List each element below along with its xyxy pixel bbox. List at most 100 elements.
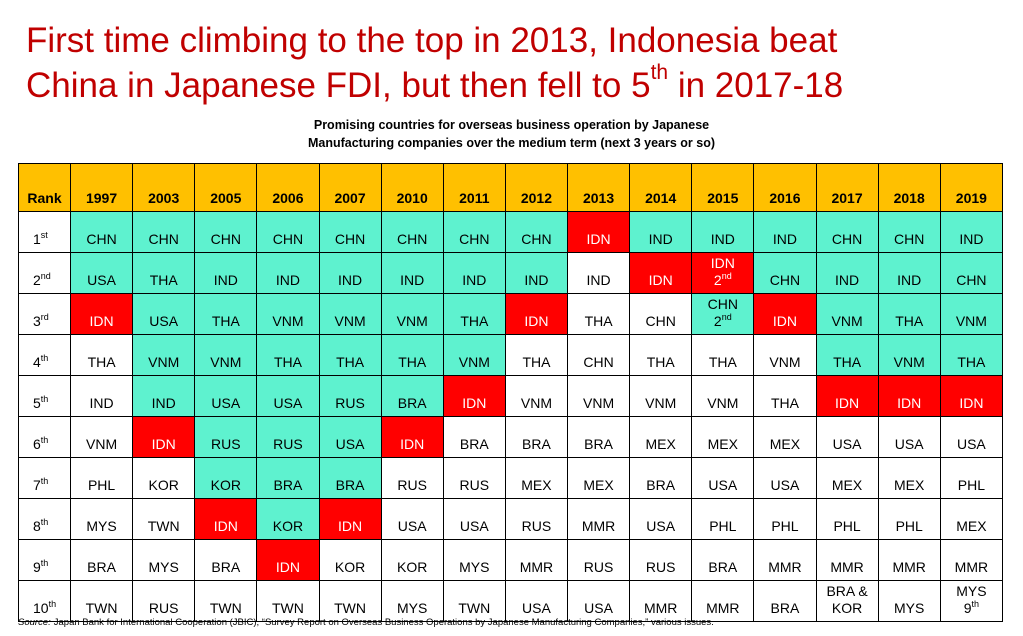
cell: IND xyxy=(69,375,134,417)
table-row: 2nd USA THA IND IND IND IND IND IND IND IDN IDN 2nd C… xyxy=(18,252,1004,294)
cell-note: 2 xyxy=(713,313,722,329)
cell: IDN xyxy=(69,293,134,335)
rank-cell: 10th xyxy=(18,580,71,622)
cell: IND xyxy=(504,252,569,294)
cell-text: MMR xyxy=(643,600,678,616)
cell-text: IDN xyxy=(897,395,922,411)
cell-text: VNM xyxy=(334,313,366,329)
cell: TWN xyxy=(132,498,196,540)
cell: CHN 2nd xyxy=(691,293,755,335)
cell: MMR xyxy=(753,539,817,581)
cell-text: PHL xyxy=(895,518,923,534)
cell: IDN xyxy=(442,375,506,417)
rank-suffix: st xyxy=(40,230,48,240)
cell-text: BRA xyxy=(335,477,365,493)
cell-text: BRA xyxy=(522,436,551,452)
cell-text: USA xyxy=(397,518,427,534)
cell-text: BRA xyxy=(708,559,738,575)
cell-text: MMR xyxy=(892,559,926,575)
rank-suffix: th xyxy=(40,394,49,404)
table-row: 6th VNM IDN RUS RUS USA IDN BRA BRA BRA MEX MEX MEX U… xyxy=(18,416,1004,458)
cell-text: IND xyxy=(275,272,300,288)
cell: PHL xyxy=(691,498,755,540)
title-text: China in Japanese FDI, but then fell to … xyxy=(26,66,651,105)
cell-text: THA xyxy=(646,354,675,370)
cell-text: MEX xyxy=(521,477,552,493)
cell-text: VNM xyxy=(86,436,118,452)
rank-number: 9 xyxy=(33,559,41,575)
cell: KOR xyxy=(380,539,444,581)
cell: USA xyxy=(566,580,631,622)
rank-suffix: th xyxy=(40,435,49,445)
cell: THA xyxy=(629,334,693,376)
cell-text: RUS xyxy=(211,436,241,452)
subtitle-line: Promising countries for overseas busines… xyxy=(313,118,710,132)
cell-text: THA xyxy=(87,354,116,370)
title-text: in 2017-18 xyxy=(677,66,844,105)
title-sup: th xyxy=(650,61,669,84)
cell: IDN xyxy=(815,375,879,417)
cell: CHN xyxy=(815,211,879,253)
header-cell: 2018 xyxy=(877,163,941,212)
cell: MYS xyxy=(69,498,134,540)
cell: IND xyxy=(566,252,631,294)
cell-text: TWN xyxy=(458,600,491,616)
cell-text: RUS xyxy=(521,518,552,534)
cell-text: KOR xyxy=(397,559,428,575)
cell: VNM xyxy=(566,375,631,417)
subtitle: Promising countries for overseas busines… xyxy=(0,116,1023,152)
cell-text: IND xyxy=(338,272,363,288)
cell: CHN xyxy=(318,211,382,253)
header-cell: 2017 xyxy=(815,163,879,212)
cell: RUS xyxy=(566,539,631,581)
cell: USA xyxy=(132,293,196,335)
header-cell: 2014 xyxy=(629,163,693,212)
cell: PHL xyxy=(69,457,134,499)
cell-text: BRA xyxy=(87,559,116,575)
cell: VNM xyxy=(256,293,320,335)
cell: USA xyxy=(194,375,258,417)
cell-text: RUS xyxy=(148,600,179,616)
cell-text: PHL xyxy=(957,477,985,493)
cell: KOR xyxy=(256,498,320,540)
cell: IDN xyxy=(194,498,258,540)
cell: BRA xyxy=(69,539,134,581)
cell: USA xyxy=(939,416,1004,458)
cell: THA xyxy=(753,375,817,417)
cell: CHN xyxy=(132,211,196,253)
cell: TWN xyxy=(442,580,506,622)
cell-text: RUS xyxy=(397,477,427,493)
cell: VNM xyxy=(442,334,506,376)
title: First time climbing to the top in 2013, … xyxy=(26,18,843,108)
cell-text: USA xyxy=(646,518,676,534)
cell-note-suffix: th xyxy=(971,599,980,609)
cell: VNM xyxy=(318,293,382,335)
cell: VNM xyxy=(939,293,1004,335)
cell-text: MYS xyxy=(86,518,117,534)
cell-text: CHN xyxy=(521,231,552,247)
cell: IDN xyxy=(566,211,631,253)
rank-number: 7 xyxy=(33,477,41,493)
cell-text: CHN xyxy=(956,272,987,288)
header-cell: 2013 xyxy=(566,163,631,212)
cell: MMR xyxy=(939,539,1004,581)
rank-number: 2 xyxy=(33,272,41,288)
rank-number: 6 xyxy=(33,436,41,452)
cell: USA xyxy=(753,457,817,499)
cell-text: CHN xyxy=(334,231,366,247)
cell: IND xyxy=(442,252,506,294)
cell-text: RUS xyxy=(273,436,303,452)
cell: BRA xyxy=(629,457,693,499)
cell-text: IND xyxy=(897,272,922,288)
cell-text: MEX xyxy=(831,477,863,493)
cell-text: THA xyxy=(460,313,489,329)
cell: THA xyxy=(380,334,444,376)
header-row: Rank 1997 2003 2005 2006 2007 2010 2011 2012 2013… xyxy=(18,163,1004,212)
header-cell: 2005 xyxy=(194,163,258,212)
cell-text: MEX xyxy=(769,436,801,452)
cell-text: USA xyxy=(894,436,924,452)
cell-text: TWN xyxy=(334,600,366,616)
rank-suffix: th xyxy=(40,353,49,363)
cell-text: THA xyxy=(522,354,551,370)
cell-text: VNM xyxy=(458,354,490,370)
